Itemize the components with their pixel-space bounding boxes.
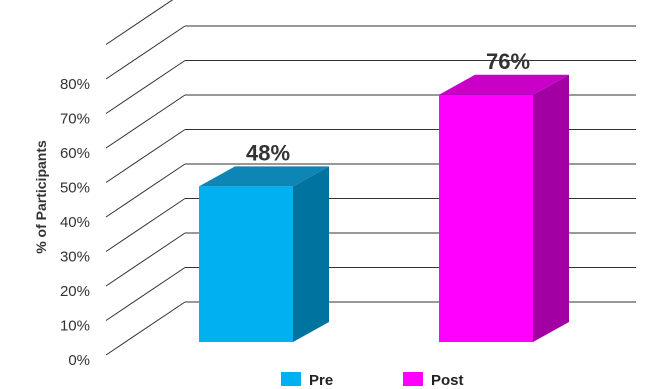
y-tick-labels: 0% 10% 20% 30% 40% 50% 60% 70% 80% (60, 76, 90, 369)
bars (199, 74, 569, 343)
data-label-post: 76% (486, 49, 530, 74)
legend-swatch-pre (281, 372, 301, 386)
gridline-depth (105, 301, 186, 356)
legend-label-post: Post (431, 372, 464, 389)
bar-top-face (439, 74, 569, 95)
legend-swatch-post (403, 372, 423, 386)
y-tick-label: 60% (60, 145, 90, 162)
y-tick-label: 50% (60, 180, 90, 197)
data-labels: 48% 76% (246, 49, 530, 166)
bar-top-face (199, 166, 329, 187)
gridline-depth (105, 60, 186, 114)
legend: Pre Post (281, 372, 464, 389)
y-tick-label: 0% (68, 352, 90, 369)
gridline-depth (105, 232, 186, 287)
gridline-depth (105, 94, 186, 149)
bar-side-face (293, 166, 329, 342)
bar-side-face (533, 74, 569, 343)
gridline-depth (105, 267, 186, 321)
y-tick-label: 10% (60, 318, 90, 335)
y-axis-label: % of Participants (33, 140, 49, 254)
y-tick-label: 80% (60, 76, 90, 93)
data-label-pre: 48% (246, 140, 290, 165)
y-tick-label: 20% (60, 283, 90, 300)
gridline-depth (105, 0, 174, 45)
gridline-depth (105, 163, 186, 218)
gridline-depth (105, 129, 186, 183)
bar-post (439, 74, 569, 343)
y-tick-label: 70% (60, 111, 90, 128)
y-tick-label: 30% (60, 249, 90, 266)
gridline-depth (105, 25, 186, 80)
legend-label-pre: Pre (309, 372, 333, 389)
bar-front-face (199, 186, 293, 342)
y-tick-label: 40% (60, 214, 90, 231)
gridline-depth (105, 198, 186, 252)
bar-pre (199, 166, 329, 342)
bar-front-face (439, 94, 533, 342)
